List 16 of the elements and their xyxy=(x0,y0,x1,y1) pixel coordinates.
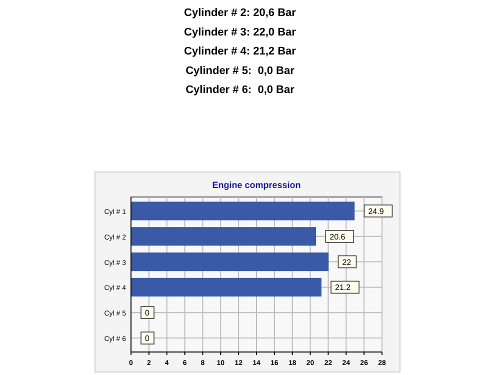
text: Cylinder # 3: 22,0 Bar xyxy=(184,26,297,38)
bar xyxy=(130,252,329,272)
text: Cylinder # 4: 21,2 Bar xyxy=(184,46,297,58)
bar xyxy=(130,202,355,220)
data-label: 20.6 xyxy=(330,232,346,242)
data-label: 24.9 xyxy=(368,206,384,216)
data-label: 21.2 xyxy=(335,283,352,292)
data-label: 0 xyxy=(145,308,150,318)
data-label: 0 xyxy=(145,334,150,344)
chart-title: Engine compression xyxy=(212,180,301,190)
data-label: 22 xyxy=(342,258,352,267)
bar xyxy=(130,227,316,246)
text: Cylinder # 5: 0,0 Bar xyxy=(186,64,296,77)
text: Cylinder # 2: 20,6 Bar xyxy=(184,7,297,19)
bar xyxy=(130,278,322,296)
text: Cylinder # 6: 0,0 Bar xyxy=(186,84,296,96)
